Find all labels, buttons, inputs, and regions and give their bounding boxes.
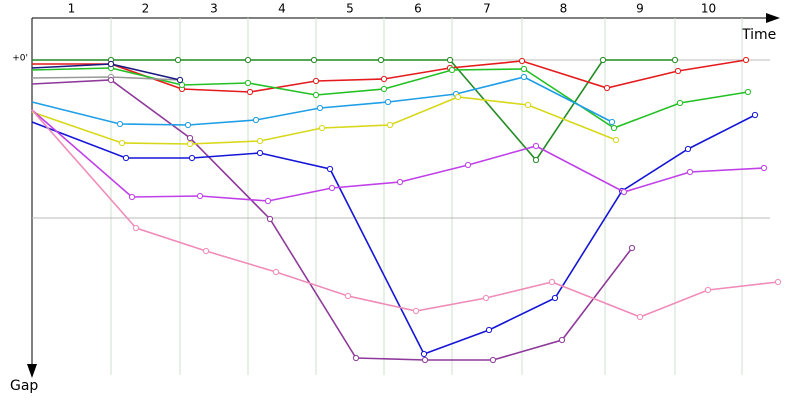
point <box>186 134 194 142</box>
point <box>316 104 324 112</box>
x-tick-label: 7 <box>483 1 491 15</box>
point <box>380 75 388 83</box>
x-tick-label: 4 <box>278 1 286 15</box>
series-line <box>32 59 675 162</box>
point <box>344 292 352 300</box>
point <box>760 164 768 172</box>
point <box>620 188 628 196</box>
point <box>603 84 611 92</box>
series-line <box>31 67 749 129</box>
point <box>386 121 394 129</box>
point <box>312 91 320 99</box>
point <box>489 356 497 364</box>
point <box>116 120 124 128</box>
point <box>612 136 620 144</box>
x-tick-label: 9 <box>636 1 644 15</box>
point <box>744 88 752 96</box>
x-tick-label: 6 <box>414 1 422 15</box>
point <box>482 294 490 302</box>
point <box>636 313 644 321</box>
point <box>122 154 130 162</box>
point <box>464 161 472 169</box>
point <box>252 116 260 124</box>
point <box>676 99 684 107</box>
x-tick-label: 2 <box>142 1 150 15</box>
point <box>524 101 532 109</box>
point <box>671 56 679 64</box>
point <box>310 56 318 64</box>
point <box>599 56 607 64</box>
point <box>246 88 254 96</box>
point <box>518 57 526 65</box>
point <box>107 60 115 68</box>
x-tick-label: 1 <box>68 1 76 15</box>
point <box>188 154 196 162</box>
point <box>384 98 392 106</box>
x-tick-label: 8 <box>560 1 568 15</box>
point <box>454 93 462 101</box>
point <box>686 168 694 176</box>
point <box>176 76 184 84</box>
x-axis-label: Time <box>741 27 776 43</box>
point <box>202 247 210 255</box>
point <box>256 137 264 145</box>
point <box>610 124 618 132</box>
point <box>174 56 182 64</box>
point <box>412 307 420 315</box>
point <box>628 244 636 252</box>
point <box>178 81 186 89</box>
point <box>532 142 540 150</box>
point <box>446 56 454 64</box>
point <box>396 178 404 186</box>
point <box>132 224 140 232</box>
point <box>377 56 385 64</box>
point <box>420 350 428 358</box>
point <box>264 197 272 205</box>
y-axis-arrow <box>27 364 37 378</box>
point <box>128 193 136 201</box>
x-tick-label: 5 <box>346 1 354 15</box>
x-axis-arrow <box>766 13 780 23</box>
x-tick-label: 10 <box>701 1 716 15</box>
point <box>421 356 429 364</box>
point <box>256 149 264 157</box>
point <box>448 66 456 74</box>
point <box>742 56 750 64</box>
point <box>751 111 759 119</box>
series-line <box>31 76 613 126</box>
y-tick-label: +0' <box>12 54 28 64</box>
point <box>352 354 360 362</box>
point <box>551 294 559 302</box>
point <box>312 77 320 85</box>
point <box>184 121 192 129</box>
point <box>485 326 493 334</box>
point <box>107 76 115 84</box>
point <box>520 73 528 81</box>
point <box>318 124 326 132</box>
point <box>326 165 334 173</box>
point <box>244 79 252 87</box>
point <box>266 215 274 223</box>
point <box>704 286 712 294</box>
point <box>532 156 540 164</box>
point <box>380 85 388 93</box>
point <box>196 192 204 200</box>
point <box>548 278 556 286</box>
series-line <box>31 114 756 355</box>
series-line <box>31 109 779 318</box>
point <box>684 145 692 153</box>
x-tick-label: 3 <box>210 1 218 15</box>
point <box>520 65 528 73</box>
point <box>328 184 336 192</box>
point <box>118 139 126 147</box>
point <box>774 278 782 286</box>
point <box>558 336 566 344</box>
y-axis-label: Gap <box>10 378 38 394</box>
point <box>272 268 280 276</box>
point <box>186 140 194 148</box>
point <box>608 118 616 126</box>
point <box>244 56 252 64</box>
point <box>674 67 682 75</box>
